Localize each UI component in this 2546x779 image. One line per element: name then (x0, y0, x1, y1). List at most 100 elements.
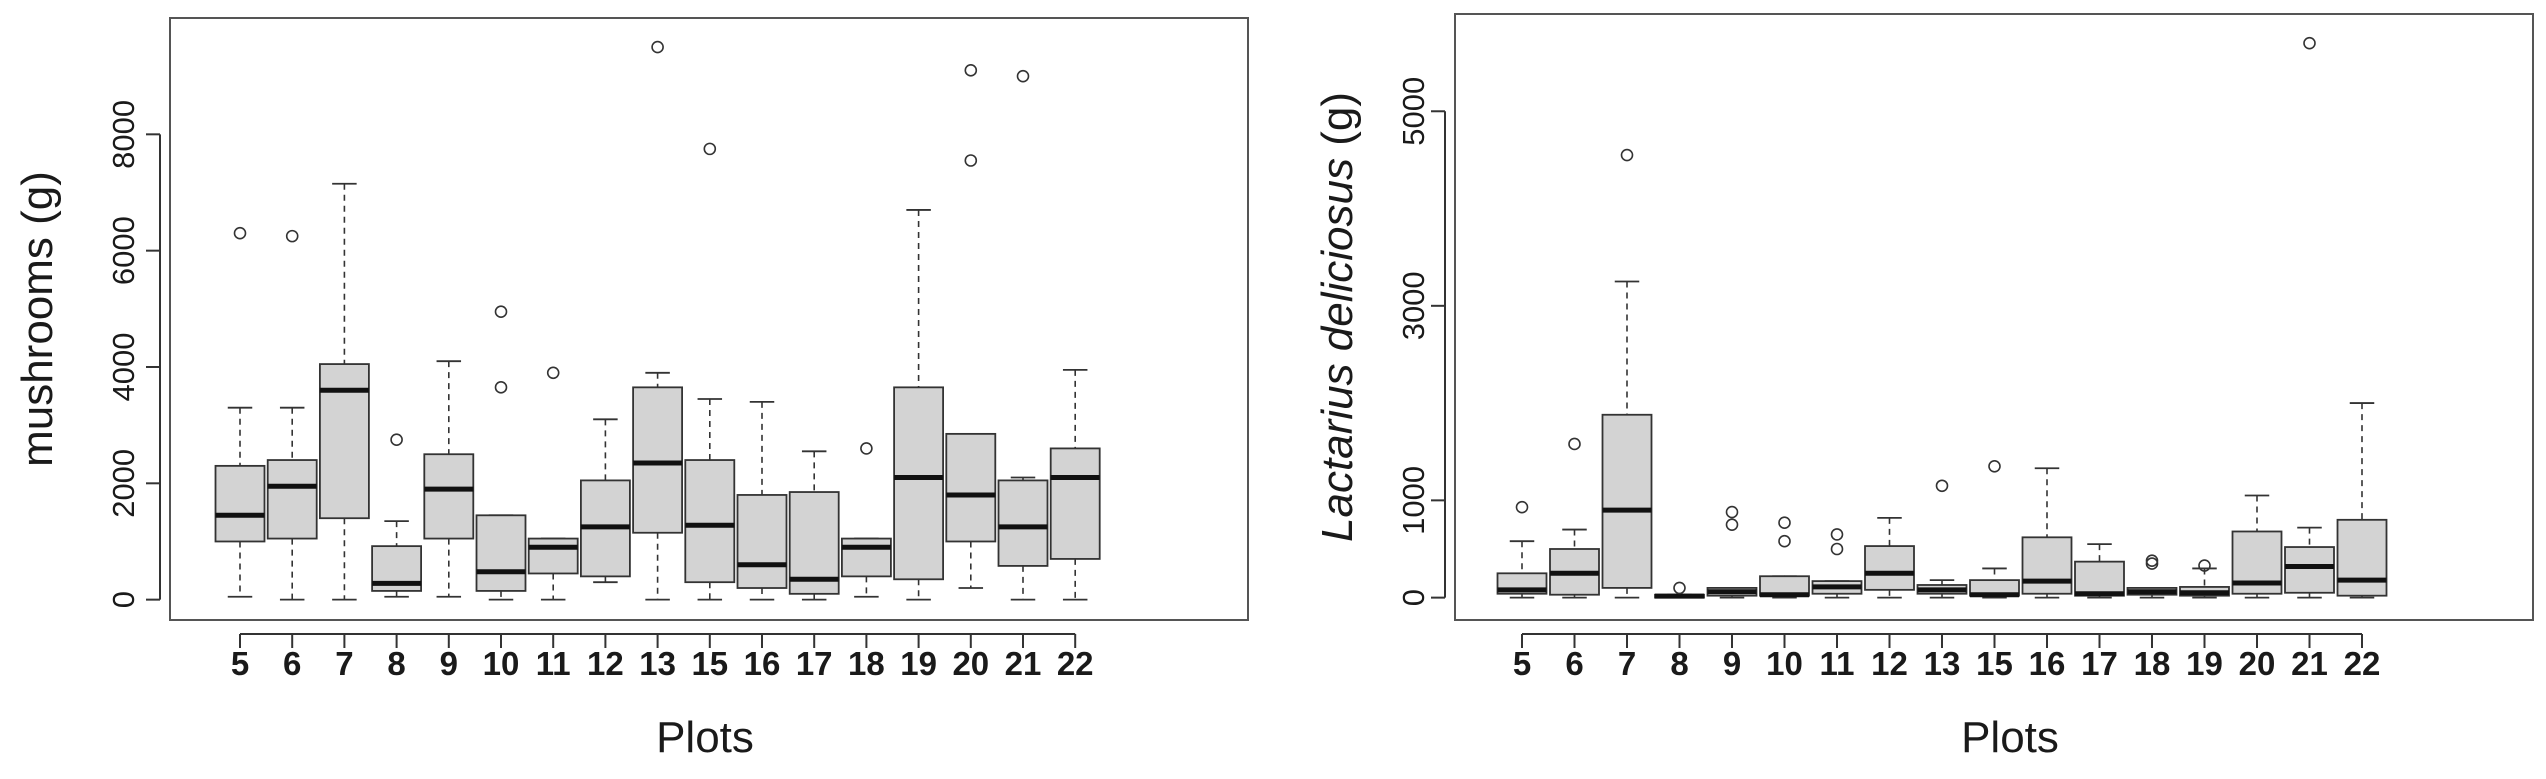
iqr-box (841, 537, 892, 578)
y-tick-label: 8000 (106, 100, 141, 169)
box-9 (1706, 505, 1758, 599)
box-17 (2074, 543, 2125, 599)
iqr-box (2284, 546, 2335, 594)
x-tick-label: 15 (691, 645, 728, 682)
plot-frame (1454, 13, 2534, 621)
x-tick-label: 19 (900, 645, 937, 682)
x-tick-label: 12 (587, 645, 624, 682)
iqr-box (214, 464, 266, 543)
x-tick-label: 16 (2029, 645, 2066, 682)
x-tick-label: 9 (440, 645, 458, 682)
outlier-point (1016, 69, 1030, 83)
x-tick-label: 11 (536, 645, 571, 682)
outlier-point (390, 433, 403, 446)
iqr-box (527, 537, 579, 575)
x-tick-label: 21 (2291, 645, 2328, 682)
x-tick-label: 12 (1871, 645, 1908, 682)
box-13 (632, 40, 683, 601)
outlier-point (651, 40, 664, 54)
box-21 (997, 69, 1049, 601)
panel-lactarius: 0 1000 3000 5000 5 6 7 8 9 10 11 12 13 15 16 17 18 19 20 21… (1313, 13, 2534, 762)
outlier-point (1725, 518, 1739, 531)
x-tick-label: 18 (2134, 645, 2171, 682)
x-tick-label: 22 (1057, 645, 1094, 682)
box-20 (945, 64, 997, 589)
x-tick-label: 10 (483, 645, 520, 682)
x-tick-label: 13 (1924, 645, 1961, 682)
outlier-point (233, 226, 247, 240)
box-20 (2231, 494, 2283, 599)
box-22 (2336, 402, 2388, 599)
outlier-point (964, 154, 978, 167)
box-5 (1496, 500, 1548, 599)
outlier-point (1515, 500, 1529, 514)
box-10 (1759, 516, 1810, 599)
y-axis-title: mushrooms (g) (13, 171, 62, 467)
box-9 (423, 360, 475, 598)
outlier-point (1830, 528, 1844, 541)
iqr-box (736, 494, 788, 589)
x-tick-label: 20 (2239, 645, 2276, 682)
outlier-point (860, 442, 873, 455)
outlier-point (1988, 460, 2001, 473)
outlier-point (546, 366, 560, 380)
box-11 (527, 366, 579, 601)
y-axis-title-part: (g) (1313, 92, 1362, 158)
iqr-box (423, 453, 475, 540)
outlier-point (1778, 534, 1791, 548)
y-axis-title-part: Lactarius deliciosus (1313, 158, 1362, 542)
y-tick-label: 4000 (106, 333, 141, 402)
box-18 (2126, 554, 2178, 599)
plot-frame (169, 17, 1249, 621)
x-tick-label: 15 (1976, 645, 2013, 682)
iqr-box (2021, 536, 2073, 595)
x-tick-label: 6 (283, 645, 301, 682)
iqr-box (632, 386, 683, 534)
y-tick-label: 1000 (1396, 466, 1431, 535)
box-22 (1049, 368, 1101, 601)
x-tick-label: 17 (2081, 645, 2118, 682)
iqr-box (2336, 518, 2388, 597)
x-tick-label: 6 (1565, 645, 1583, 682)
box-19 (893, 209, 944, 601)
outlier-point (2145, 554, 2159, 567)
iqr-box (266, 459, 318, 540)
x-tick-label: 5 (231, 645, 249, 682)
iqr-box (893, 386, 944, 581)
x-tick-label: 16 (744, 645, 781, 682)
iqr-box (1049, 447, 1101, 560)
box-6 (1549, 437, 1600, 599)
box-12 (1864, 516, 1915, 599)
iqr-box (318, 363, 370, 520)
x-tick-label: 7 (1618, 645, 1636, 682)
box-21 (2284, 36, 2335, 599)
box-10 (475, 305, 527, 601)
iqr-box (997, 479, 1049, 567)
iqr-box (475, 514, 527, 592)
iqr-box (2074, 560, 2125, 597)
outlier-point (1935, 479, 1949, 493)
x-tick-label: 11 (1820, 645, 1855, 682)
box-7 (1601, 148, 1653, 599)
box-11 (1811, 528, 1863, 599)
outlier-point (494, 305, 508, 319)
y-tick-label: 3000 (1396, 271, 1431, 340)
box-17 (788, 450, 840, 601)
y-tick-label: 0 (1396, 589, 1431, 606)
box-15 (684, 142, 736, 601)
outlier-point (1673, 581, 1686, 595)
outlier-point (2198, 559, 2211, 572)
box-6 (266, 229, 318, 601)
x-tick-label: 5 (1513, 645, 1531, 682)
box-16 (2021, 467, 2073, 599)
y-axis-title: Lactarius deliciosus (g) (1313, 92, 1362, 542)
x-tick-label: 20 (952, 645, 989, 682)
outlier-point (964, 64, 978, 77)
box-16 (736, 400, 788, 601)
x-axis-title: Plots (656, 713, 754, 762)
box-7 (318, 182, 370, 601)
box-15 (1969, 460, 2020, 599)
outlier-point (1568, 437, 1581, 451)
